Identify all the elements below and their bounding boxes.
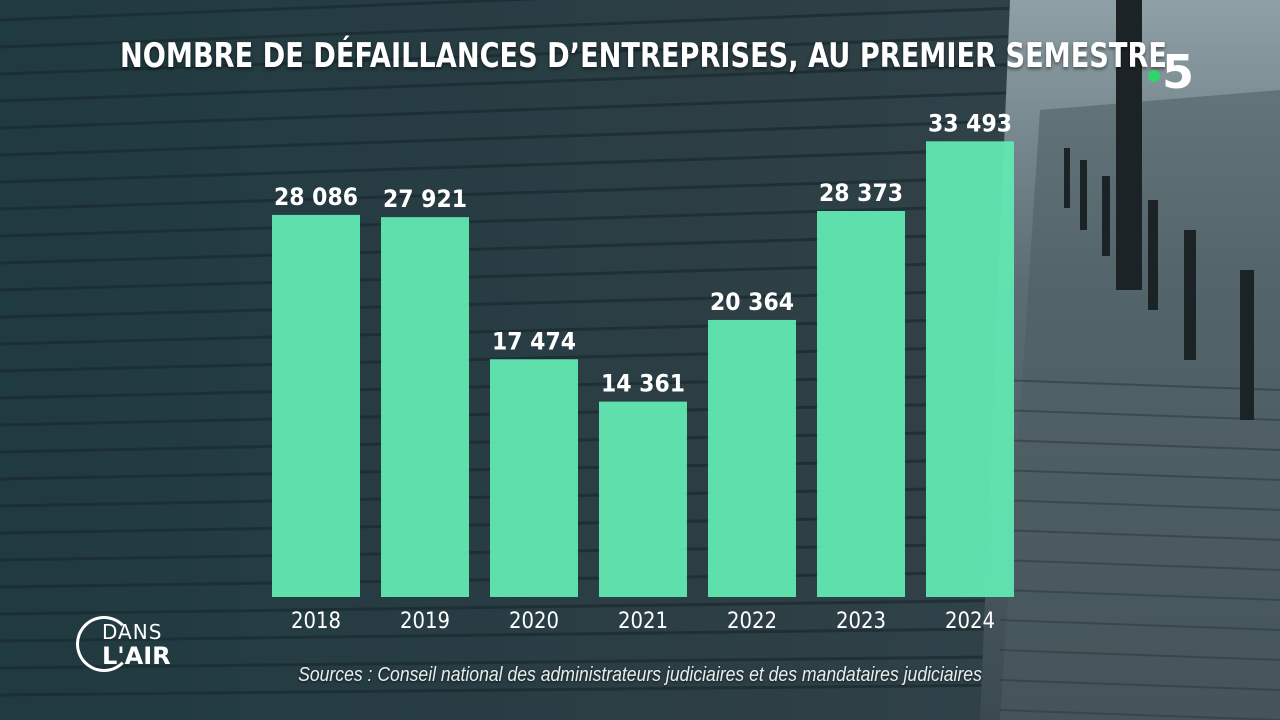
bar-2019	[381, 217, 469, 597]
data-label-2024: 33 493	[928, 109, 1012, 137]
chart-source: Sources : Conseil national des administr…	[298, 664, 982, 686]
c-arc-icon	[76, 616, 132, 672]
x-tick-label-2021: 2021	[618, 609, 668, 634]
x-tick-label-2022: 2022	[727, 609, 777, 634]
bar-2021	[599, 401, 687, 597]
x-tick-label-2024: 2024	[945, 609, 995, 634]
green-dot-icon	[1148, 70, 1160, 82]
data-label-2020: 17 474	[492, 327, 576, 355]
x-tick-label-2020: 2020	[509, 609, 559, 634]
chart-title: NOMBRE DE DÉFAILLANCES D’ENTREPRISES, AU…	[120, 36, 1167, 76]
data-label-2021: 14 361	[601, 370, 685, 398]
data-label-2018: 28 086	[274, 183, 358, 211]
x-tick-label-2023: 2023	[836, 609, 886, 634]
x-tick-label-2018: 2018	[291, 609, 341, 634]
x-tick-label-2019: 2019	[400, 609, 450, 634]
dans-lair-logo: DANS L'AIR	[76, 616, 216, 676]
bar-2024	[926, 141, 1014, 598]
data-label-2019: 27 921	[383, 185, 467, 213]
show-logo-line1: DANS	[102, 620, 163, 644]
channel-number: 5	[1162, 45, 1195, 99]
bar-2018	[272, 214, 360, 598]
data-label-2022: 20 364	[710, 288, 794, 316]
bar-2023	[817, 210, 905, 597]
bar-2020	[490, 359, 578, 597]
data-label-2023: 28 373	[819, 179, 903, 207]
france5-logo: 5	[1146, 45, 1206, 100]
bar-2022	[708, 319, 796, 597]
show-logo-line2: L'AIR	[102, 642, 171, 670]
